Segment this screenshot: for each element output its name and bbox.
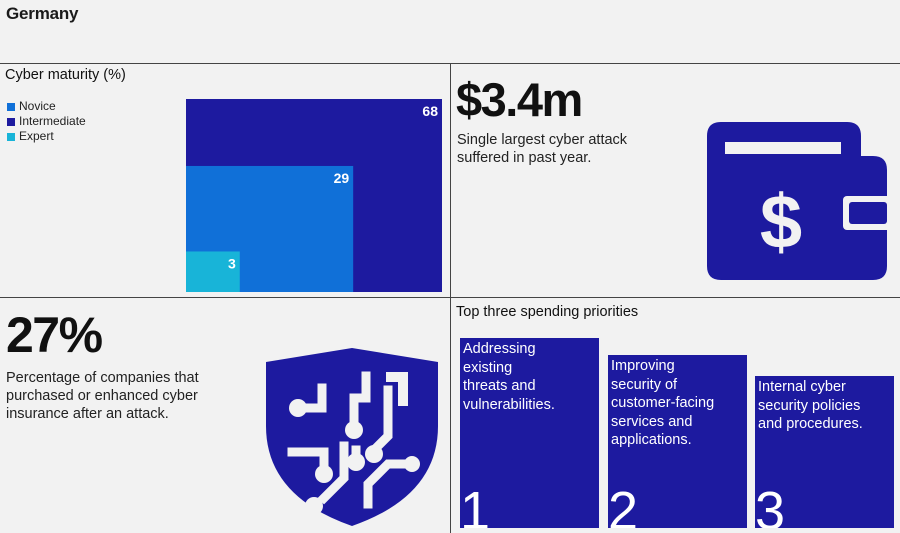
legend-item-novice: Novice: [7, 99, 86, 114]
attack-description-line: Single largest cyber attack: [457, 132, 628, 148]
legend-label: Novice: [19, 99, 56, 113]
priority-text: Internal cyber security policies and pro…: [758, 378, 890, 434]
priority-text-line: applications.: [611, 432, 692, 448]
data-label: 29: [334, 170, 350, 186]
legend-swatch: [7, 102, 15, 111]
priority-number: 2: [608, 481, 639, 528]
priority-text-line: services and: [611, 413, 693, 430]
page-title: Germany: [6, 4, 79, 23]
legend-item-intermediate: Intermediate: [7, 114, 86, 129]
wallet-dollar-icon: $: [707, 122, 893, 280]
attack-description: Single largest cyber attack suffered in …: [457, 131, 627, 167]
legend-label: Intermediate: [19, 114, 86, 128]
priority-number: 1: [460, 481, 491, 528]
attack-value: $3.4m: [456, 73, 583, 126]
priority-number: 3: [755, 481, 786, 528]
legend-swatch: [7, 117, 15, 126]
legend-label: Expert: [19, 129, 54, 143]
priority-card-1: Addressing existing threats and vulnerab…: [460, 338, 599, 528]
data-label: 68: [422, 103, 438, 119]
priority-text-line: existing: [463, 359, 513, 376]
insurance-value: 27%: [6, 307, 103, 363]
square-expert: [186, 251, 240, 292]
priority-text-line: security policies: [758, 397, 861, 414]
svg-text:$: $: [760, 180, 802, 265]
priority-text: Addressing existing threats and vulnerab…: [463, 340, 595, 414]
priority-text-line: threats and: [463, 378, 536, 394]
legend-swatch: [7, 132, 15, 141]
priority-text-line: Addressing: [463, 341, 536, 357]
circuit-shield-icon: [266, 348, 438, 526]
priority-card-2: Improving security of customer-facing se…: [608, 355, 747, 528]
insurance-description-line: purchased or enhanced cyber: [6, 388, 198, 404]
legend-item-expert: Expert: [7, 129, 86, 144]
insurance-description-line: insurance after an attack.: [6, 406, 169, 422]
priority-text-line: vulnerabilities.: [463, 396, 555, 413]
data-label: 3: [228, 255, 236, 271]
priority-text-line: customer-facing: [611, 395, 715, 411]
priorities-title: Top three spending priorities: [456, 304, 639, 320]
maturity-chart: 68 29 3: [186, 99, 442, 292]
maturity-title: Cyber maturity (%): [5, 67, 126, 83]
insurance-description-line: Percentage of companies that: [6, 370, 199, 386]
insurance-description: Percentage of companies that purchased o…: [6, 369, 199, 423]
priority-card-3: Internal cyber security policies and pro…: [755, 376, 894, 528]
attack-description-line: suffered in past year.: [457, 150, 592, 166]
priority-text-line: Improving: [611, 358, 675, 374]
priority-text-line: security of: [611, 376, 678, 393]
maturity-legend: Novice Intermediate Expert: [7, 99, 86, 144]
priority-text: Improving security of customer-facing se…: [611, 357, 743, 450]
center-divider: [450, 63, 451, 533]
priority-text-line: Internal cyber: [758, 379, 846, 395]
priority-text-line: and procedures.: [758, 416, 863, 432]
